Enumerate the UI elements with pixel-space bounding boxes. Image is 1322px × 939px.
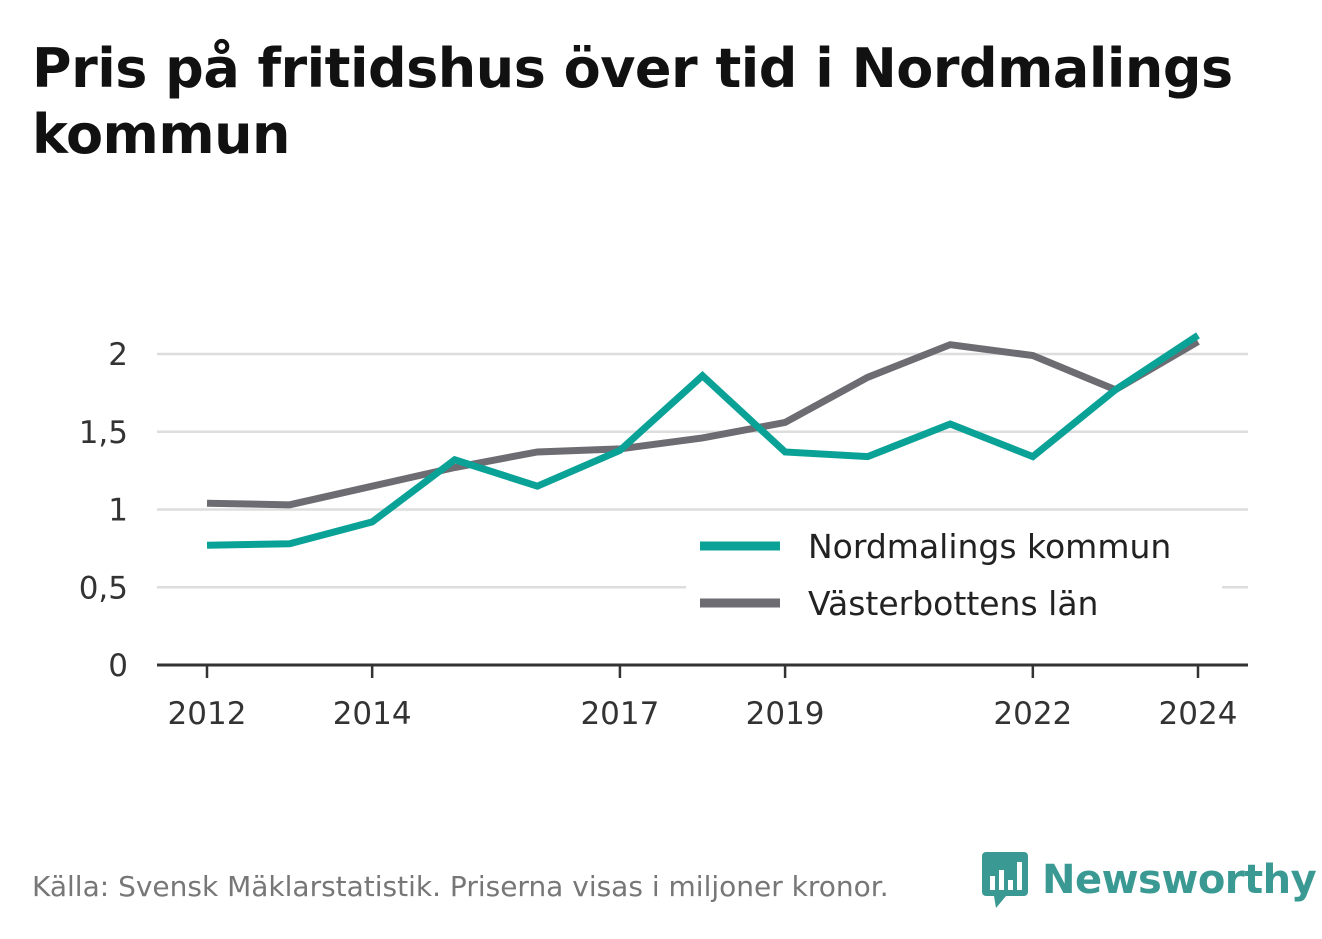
y-tick-label: 1: [108, 493, 128, 529]
x-tick-label: 2024: [1159, 696, 1238, 732]
x-tick-label: 2019: [746, 696, 825, 732]
x-tick-label: 2012: [168, 696, 247, 732]
source-note: Källa: Svensk Mäklarstatistik. Priserna …: [32, 870, 889, 903]
series-line-nordmalings: [206, 332, 1200, 549]
newsworthy-logo-icon: [982, 852, 1028, 908]
x-tick-label: 2022: [993, 696, 1072, 732]
chart-title: Pris på fritidshus över tid i Nordmaling…: [32, 37, 1233, 166]
legend: Nordmalings kommun Västerbottens län: [686, 520, 1222, 638]
series-line-vasterbotten: [206, 338, 1200, 509]
x-tick-label: 2014: [333, 696, 412, 732]
y-tick-label: 1,5: [79, 415, 128, 451]
x-tick-label: 2017: [580, 696, 659, 732]
legend-label-nordmalings: Nordmalings kommun: [808, 527, 1171, 566]
series-lines: [206, 332, 1200, 549]
y-tick-label: 0,5: [79, 570, 128, 606]
legend-label-vasterbotten: Västerbottens län: [808, 584, 1098, 623]
brand-logo: Newsworthy: [980, 850, 1317, 910]
legend-background: [686, 520, 1222, 638]
y-tick-label: 2: [108, 337, 128, 373]
y-tick-label: 0: [108, 648, 128, 684]
x-axis-ticks: 2012 2014 2017 2019 2022 2024: [168, 665, 1238, 732]
y-axis-ticks: 0 0,5 1 1,5 2: [79, 337, 128, 684]
brand-name: Newsworthy: [1042, 857, 1317, 903]
